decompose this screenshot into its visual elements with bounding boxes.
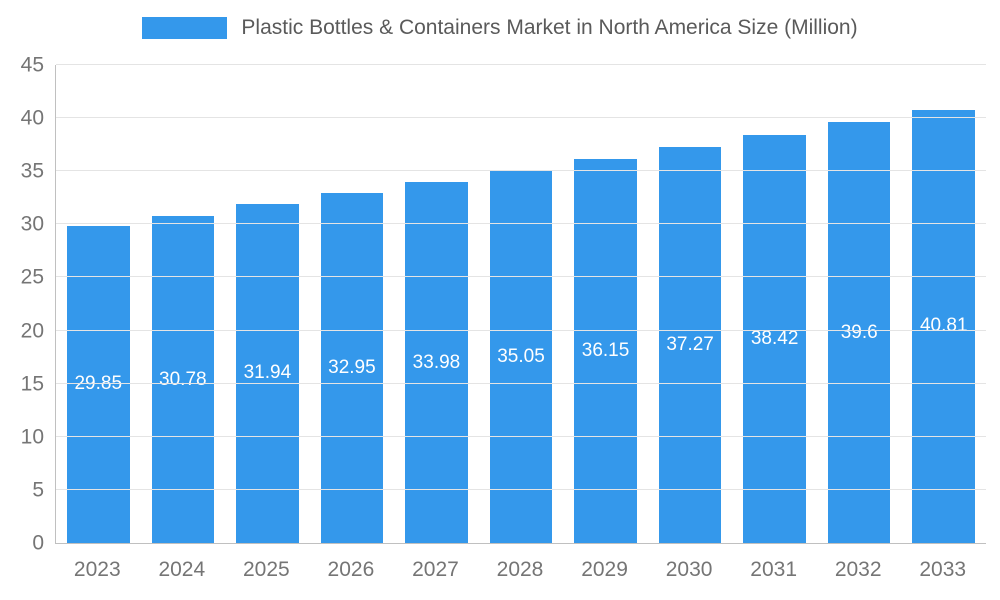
y-axis-labels: 0 5 10 15 20 25 30 35 40 45 [0, 55, 44, 554]
x-tick-label: 2031 [750, 558, 797, 581]
bar: 37.27 [658, 147, 722, 543]
bar: 30.78 [151, 216, 215, 543]
gridline [56, 488, 986, 490]
bar-value-label: 39.6 [840, 321, 878, 343]
x-tick-label: 2023 [73, 558, 121, 581]
chart-title: Plastic Bottles & Containers Market in N… [241, 16, 858, 39]
bar: 32.95 [320, 193, 384, 543]
bar: 38.42 [743, 134, 806, 543]
bar: 35.05 [489, 170, 553, 543]
bar-value-label: 32.95 [328, 357, 376, 378]
gridline [56, 170, 986, 172]
gridline [56, 64, 986, 65]
gridline [56, 435, 986, 437]
bar-slot: 40.81 [901, 65, 986, 543]
bar-value-label: 31.94 [243, 362, 292, 384]
y-tick-label: 5 [32, 478, 44, 502]
bar-slot: 29.85 [56, 65, 141, 543]
bar-slot: 32.95 [310, 65, 395, 543]
bar-value-label: 35.05 [497, 345, 545, 367]
y-tick-label: 25 [20, 265, 44, 289]
bar-slot: 39.6 [817, 65, 902, 543]
gridline [56, 223, 986, 225]
bar-slot: 31.94 [225, 65, 310, 543]
x-tick-label: 2029 [581, 558, 628, 581]
bar: 40.81 [912, 109, 976, 543]
bar: 29.85 [66, 225, 130, 543]
bar-value-label: 38.42 [750, 327, 799, 349]
bar-value-label: 30.78 [159, 368, 207, 390]
bar-value-label: 36.15 [581, 340, 630, 361]
y-tick-label: 45 [20, 53, 44, 77]
y-tick-label: 15 [20, 372, 44, 396]
legend-item[interactable]: Plastic Bottles & Containers Market in N… [0, 16, 1000, 40]
x-tick-label: 2033 [919, 558, 967, 581]
x-axis-labels: 2023 2024 2025 2026 2027 2028 2029 2030 2031 2032… [55, 558, 985, 582]
y-tick-label: 0 [32, 531, 44, 555]
y-tick-label: 30 [20, 212, 44, 236]
legend-swatch [142, 17, 228, 39]
x-tick-label: 2024 [158, 558, 206, 581]
x-tick-label: 2028 [496, 558, 544, 581]
bar-value-label: 40.81 [919, 315, 968, 337]
bars: 29.85 30.78 31.94 32.95 33.98 35.05 36.15 37.27… [56, 65, 986, 543]
gridline [56, 329, 986, 331]
x-tick-label: 2026 [327, 558, 375, 581]
bar: 31.94 [236, 203, 299, 543]
bar: 39.6 [827, 122, 891, 543]
bar-slot: 37.27 [648, 65, 733, 543]
y-tick-label: 40 [20, 106, 44, 130]
y-tick-label: 35 [20, 159, 44, 183]
bar-slot: 30.78 [141, 65, 226, 543]
x-tick-label: 2025 [243, 558, 290, 581]
bar-slot: 33.98 [394, 65, 479, 543]
gridline [56, 117, 986, 119]
y-tick-label: 10 [20, 425, 44, 449]
bar: 36.15 [574, 159, 637, 543]
bar-slot: 38.42 [732, 65, 817, 543]
bar-slot: 35.05 [479, 65, 564, 543]
bar-value-label: 37.27 [666, 334, 714, 356]
x-tick-label: 2030 [665, 558, 713, 581]
y-tick-label: 20 [20, 319, 44, 343]
x-tick-label: 2027 [412, 558, 459, 581]
bar-slot: 36.15 [563, 65, 648, 543]
gridline [56, 382, 986, 384]
bar-value-label: 29.85 [74, 373, 123, 395]
gridline [56, 276, 986, 278]
bar-value-label: 33.98 [412, 351, 461, 373]
x-tick-label: 2032 [834, 558, 882, 581]
plot-area: 29.85 30.78 31.94 32.95 33.98 35.05 36.15 37.27… [55, 64, 986, 544]
